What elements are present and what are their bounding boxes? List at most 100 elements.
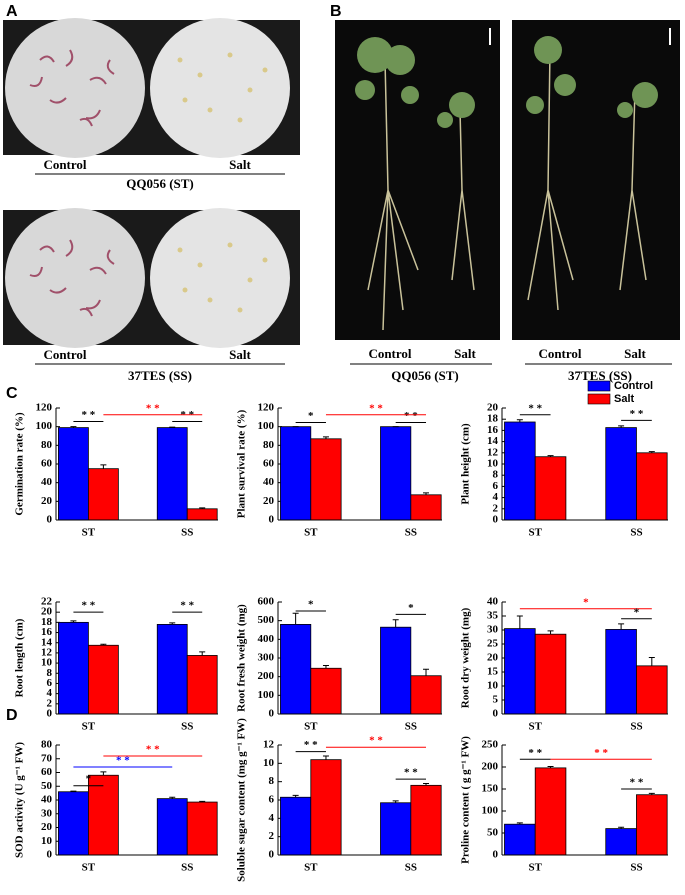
y-tick-label: 50 bbox=[41, 780, 53, 792]
bar bbox=[58, 621, 89, 715]
error-bar bbox=[292, 612, 299, 625]
y-axis-label: Plant height (cm) bbox=[460, 423, 472, 505]
y-tick-label: 500 bbox=[258, 614, 275, 626]
error-bar bbox=[516, 615, 523, 629]
significance-label: * bbox=[583, 596, 589, 608]
legend-swatch bbox=[587, 380, 611, 392]
y-tick-label: 600 bbox=[258, 596, 275, 608]
y-tick-label: 8 bbox=[47, 667, 53, 679]
photo-label: Salt bbox=[624, 346, 646, 361]
significance-label: * * bbox=[369, 402, 383, 414]
significance-label: * * bbox=[404, 767, 418, 779]
chart: 0 50 100 150 200 250 ST SS Proline content ( g g… bbox=[460, 736, 668, 874]
y-tick-label: 2 bbox=[269, 830, 275, 842]
chart: 0 20 40 60 80 100 120 ST SS Plant survival rate (… bbox=[236, 402, 442, 539]
photo-label: Control bbox=[368, 346, 411, 361]
y-tick-label: 10 bbox=[41, 835, 53, 847]
y-tick-label: 6 bbox=[269, 794, 275, 806]
panel-letter: A bbox=[6, 3, 18, 20]
error-bar bbox=[322, 755, 329, 760]
bar bbox=[504, 628, 536, 715]
y-tick-label: 35 bbox=[487, 610, 499, 622]
y-axis-label: Germination rate (%) bbox=[14, 412, 26, 516]
x-tick-label: SS bbox=[405, 862, 417, 874]
error-bar bbox=[618, 826, 625, 829]
y-tick-label: 400 bbox=[258, 633, 275, 645]
y-tick-label: 0 bbox=[493, 514, 499, 526]
significance-label: * * bbox=[594, 747, 608, 759]
y-tick-label: 0 bbox=[269, 708, 275, 720]
y-tick-label: 12 bbox=[487, 446, 499, 458]
bar bbox=[156, 427, 188, 521]
error-bar bbox=[618, 623, 625, 630]
x-tick-label: SS bbox=[181, 527, 193, 539]
significance-label: * * bbox=[369, 735, 383, 747]
x-tick-label: ST bbox=[82, 721, 96, 733]
significance-label: * bbox=[86, 773, 92, 785]
x-tick-label: ST bbox=[82, 862, 96, 874]
panel-letter: D bbox=[6, 707, 18, 724]
bar bbox=[310, 759, 342, 856]
bar bbox=[410, 675, 442, 715]
legend-swatch bbox=[587, 393, 611, 405]
y-tick-label: 100 bbox=[258, 420, 275, 432]
y-tick-label: 10 bbox=[41, 657, 53, 669]
line-label: QQ056 (ST) bbox=[126, 176, 194, 191]
bar bbox=[88, 774, 119, 856]
legend-label: Control bbox=[614, 380, 653, 392]
line-label: QQ056 (ST) bbox=[391, 368, 459, 383]
error-bar bbox=[70, 790, 77, 792]
y-tick-label: 0 bbox=[47, 849, 53, 861]
error-bar bbox=[199, 800, 206, 803]
y-tick-label: 0 bbox=[269, 849, 275, 861]
significance-label: * * bbox=[180, 600, 194, 612]
error-bar bbox=[322, 664, 329, 669]
y-tick-label: 4 bbox=[269, 812, 275, 824]
y-tick-label: 18 bbox=[487, 413, 499, 425]
significance-label: * * bbox=[630, 777, 644, 789]
y-tick-label: 60 bbox=[263, 458, 275, 470]
y-tick-label: 10 bbox=[263, 757, 275, 769]
bar bbox=[605, 427, 637, 521]
bar bbox=[380, 426, 412, 521]
error-bar bbox=[292, 794, 299, 798]
y-tick-label: 8 bbox=[493, 469, 499, 481]
bar bbox=[186, 655, 218, 715]
error-bar bbox=[100, 771, 107, 776]
bar bbox=[636, 665, 668, 715]
chart: 0 2 4 6 8 10 12 ST SS Soluble sugar content (mg g… bbox=[236, 718, 442, 882]
bar bbox=[380, 626, 412, 715]
x-tick-label: SS bbox=[405, 527, 417, 539]
error-bar bbox=[70, 426, 77, 428]
y-tick-label: 0 bbox=[47, 708, 53, 720]
y-axis-label: Root fresh weight (mg) bbox=[236, 604, 248, 712]
y-tick-label: 150 bbox=[482, 783, 499, 795]
y-tick-label: 20 bbox=[263, 495, 275, 507]
bar bbox=[186, 801, 218, 856]
bar bbox=[504, 823, 536, 856]
y-tick-label: 60 bbox=[41, 458, 53, 470]
bar bbox=[280, 796, 312, 856]
bar bbox=[310, 438, 342, 521]
significance-label: * bbox=[308, 598, 314, 610]
x-tick-label: ST bbox=[304, 862, 318, 874]
y-tick-label: 300 bbox=[258, 652, 275, 664]
significance-label: * * bbox=[528, 747, 542, 759]
bar bbox=[88, 468, 119, 521]
y-tick-label: 14 bbox=[487, 435, 499, 447]
error-bar bbox=[423, 492, 430, 495]
significance-label: * bbox=[308, 410, 314, 422]
error-bar bbox=[423, 783, 430, 786]
y-tick-label: 100 bbox=[36, 420, 53, 432]
x-tick-label: SS bbox=[181, 862, 193, 874]
y-tick-label: 14 bbox=[41, 636, 53, 648]
bar bbox=[605, 828, 637, 856]
error-bar bbox=[648, 451, 655, 453]
bar bbox=[88, 644, 119, 715]
bar bbox=[280, 426, 312, 521]
y-tick-label: 40 bbox=[263, 476, 275, 488]
x-tick-label: SS bbox=[181, 721, 193, 733]
significance-label: * bbox=[408, 602, 414, 614]
